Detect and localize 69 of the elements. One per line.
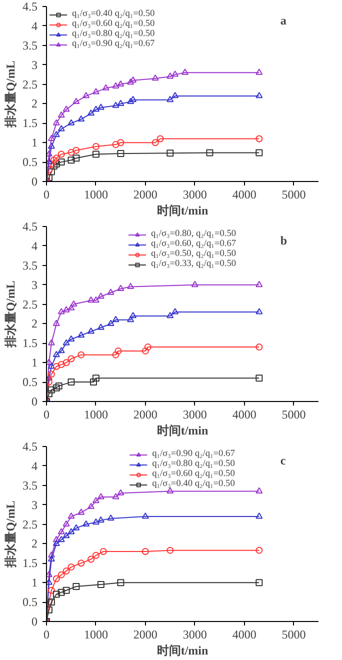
y-tick-label: 1 — [32, 576, 38, 590]
annotation: b — [280, 234, 288, 248]
x-tick-label: 0 — [44, 408, 50, 422]
x-tick-label: 3000 — [182, 188, 207, 202]
legend-label: q₁/σ₃=0.80 q₂/q₁=0.50 — [72, 29, 155, 39]
x-tick-label: 2000 — [133, 628, 158, 642]
y-tick-label: 4 — [32, 18, 38, 33]
y-tick-label: 3.5 — [22, 258, 38, 272]
x-tick-label: 3000 — [182, 628, 207, 642]
legend-label: q₁/σ₃=0.40 q₂/q₁=0.50 — [72, 9, 155, 19]
y-tick-label: 2.5 — [22, 77, 38, 92]
y-tick-label: 0 — [32, 614, 38, 628]
y-tick-label: 0.5 — [22, 595, 38, 610]
x-axis-title: 时间t/min — [156, 424, 208, 438]
x-tick-label: 1000 — [84, 628, 108, 642]
y-tick-label: 0 — [32, 174, 38, 188]
legend-label: q₁/σ₃=0.40 q₂/q₁=0.50 — [152, 479, 235, 489]
x-tick-label: 5000 — [282, 188, 306, 202]
y-axis-title: 排水量Q/mL — [4, 60, 18, 128]
legend-label: q₁/σ₃=0.90 q₂/q₁=0.67 — [152, 449, 235, 459]
y-tick-label: 3.5 — [22, 478, 38, 492]
x-axis-title: 时间t/min — [156, 644, 208, 658]
y-tick-label: 2 — [32, 316, 38, 331]
y-tick-label: 4.5 — [22, 220, 38, 234]
x-tick-label: 0 — [44, 188, 50, 202]
x-tick-label: 0 — [44, 628, 50, 642]
y-tick-label: 3 — [32, 58, 38, 72]
y-tick-label: 0 — [32, 394, 38, 408]
y-axis-title: 排水量Q/mL — [4, 500, 18, 568]
y-tick-label: 4 — [32, 458, 38, 473]
y-tick-label: 1.5 — [22, 116, 38, 130]
x-tick-label: 2000 — [133, 408, 158, 422]
y-tick-label: 1 — [32, 356, 38, 370]
y-axis-title: 排水量Q/mL — [4, 280, 18, 348]
legend-label: q₁/σ₃=0.80, q₂/q₁=0.50 — [150, 229, 236, 239]
y-tick-label: 1.5 — [22, 556, 38, 570]
legend-label: q₁/σ₃=0.60 q₂/q₁=0.50 — [152, 469, 235, 479]
y-tick-label: 1.5 — [22, 336, 38, 350]
x-tick-label: 1000 — [84, 188, 108, 202]
x-tick-label: 4000 — [232, 408, 256, 422]
y-tick-label: 3 — [32, 498, 38, 512]
y-tick-label: 2 — [32, 536, 38, 551]
legend-label: q₁/σ₃=0.50, q₂/q₁=0.50 — [150, 249, 236, 259]
y-tick-label: 2.5 — [22, 517, 38, 532]
y-tick-label: 4.5 — [22, 0, 38, 14]
y-tick-label: 2 — [32, 96, 38, 111]
x-tick-label: 1000 — [84, 408, 108, 422]
x-tick-label: 4000 — [232, 188, 256, 202]
y-tick-label: 2.5 — [22, 297, 38, 312]
legend-label: q₁/σ₃=0.33, q₂/q₁=0.50 — [150, 259, 236, 269]
annotation: c — [280, 454, 286, 468]
x-tick-label: 5000 — [282, 628, 306, 642]
y-tick-label: 4 — [32, 238, 38, 253]
x-axis-title: 时间t/min — [156, 204, 208, 218]
y-tick-label: 0.5 — [22, 375, 38, 390]
y-tick-label: 1 — [32, 136, 38, 150]
x-tick-label: 4000 — [232, 628, 256, 642]
y-tick-label: 3.5 — [22, 38, 38, 52]
x-tick-label: 3000 — [182, 408, 207, 422]
y-tick-label: 4.5 — [22, 440, 38, 454]
y-tick-label: 0.5 — [22, 155, 38, 170]
x-tick-label: 2000 — [133, 188, 158, 202]
y-tick-label: 3 — [32, 278, 38, 292]
annotation: a — [280, 14, 286, 28]
legend-label: q₁/σ₃=0.90 q₂/q₁=0.67 — [72, 39, 155, 49]
legend-label: q₁/σ₃=0.80 q₂/q₁=0.50 — [152, 459, 235, 469]
x-tick-label: 5000 — [282, 408, 306, 422]
legend-label: q₁/σ₃=0.60 q₂/q₁=0.50 — [72, 19, 155, 29]
legend-label: q₁/σ₃=0.60, q₂/q₁=0.67 — [150, 239, 236, 249]
